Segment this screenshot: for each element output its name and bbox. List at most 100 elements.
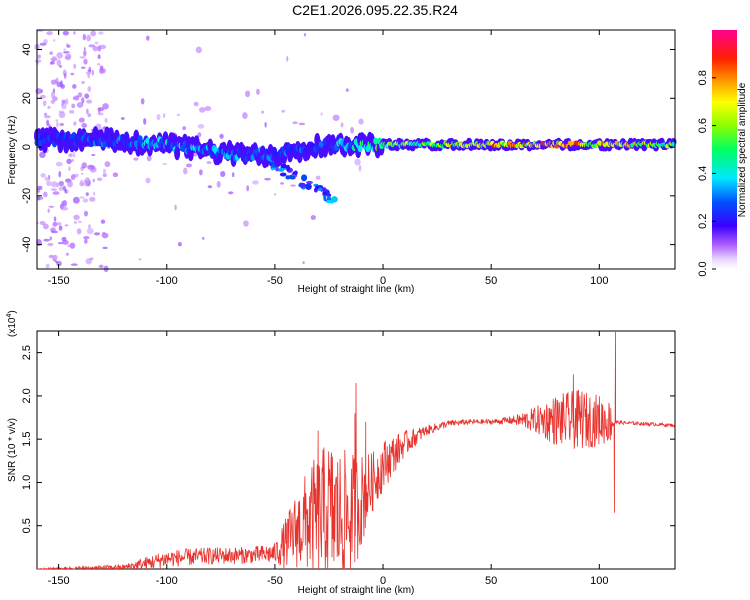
spectrogram-noise-point bbox=[52, 191, 60, 195]
spectrogram-branch-point bbox=[306, 180, 313, 185]
spectrogram-noise-point bbox=[143, 117, 147, 125]
spectrogram-noise-point bbox=[206, 161, 212, 165]
spectrogram-noise-point bbox=[81, 122, 88, 128]
spectrogram-y-tick-label: 20 bbox=[21, 92, 33, 104]
spectrogram-noise-point bbox=[140, 98, 145, 105]
spectrogram-x-tick-label: -150 bbox=[48, 275, 70, 287]
spectrogram-noise-point bbox=[72, 196, 80, 204]
spectrogram-noise-point bbox=[68, 166, 71, 172]
spectrogram-branch-point bbox=[293, 170, 298, 175]
spectrogram-noise-point bbox=[332, 114, 340, 121]
spectrogram-noise-point bbox=[97, 107, 105, 112]
spectrogram-noise-point bbox=[69, 109, 75, 114]
snr-series-line bbox=[36, 330, 675, 571]
spectrogram-noise-point bbox=[52, 96, 58, 102]
spectrogram-noise-point bbox=[63, 99, 66, 104]
spectrogram-noise-point bbox=[70, 72, 75, 76]
spectrogram-noise-point bbox=[93, 191, 96, 196]
spectrogram-branch-point bbox=[321, 187, 327, 192]
spectrogram-branch-point bbox=[301, 174, 308, 182]
spectrogram-panel: -150 -100 -50 0 50 100 -40 -20 0 20 40 Height of … bbox=[7, 29, 677, 295]
spectrogram-noise-point bbox=[40, 89, 43, 93]
spectrogram-noise-point bbox=[100, 219, 106, 224]
spectrogram-noise-point bbox=[45, 263, 50, 269]
spectrogram-noise-point bbox=[302, 261, 305, 265]
spectrogram-noise-point bbox=[67, 53, 72, 58]
spectrogram-noise-point bbox=[39, 220, 46, 226]
spectrogram-noise-point bbox=[207, 185, 213, 189]
spectrogram-noise-point bbox=[61, 239, 69, 245]
spectrogram-noise-point bbox=[310, 215, 316, 220]
spectrogram-noise-point bbox=[52, 221, 58, 227]
spectrogram-x-tick-label: -100 bbox=[156, 275, 178, 287]
spectrogram-noise-point bbox=[78, 117, 85, 123]
snr-y-tick-label: 1.5 bbox=[21, 432, 33, 447]
spectrogram-noise-point bbox=[71, 159, 75, 162]
spectrogram-noise-point bbox=[73, 220, 78, 225]
spectrogram-noise-point bbox=[286, 56, 289, 62]
svg-text:(x104): (x104) bbox=[6, 310, 18, 337]
spectrogram-noise-point bbox=[92, 178, 96, 183]
spectrogram-noise-point bbox=[81, 166, 86, 169]
spectrogram-noise-point bbox=[55, 161, 63, 167]
spectrogram-noise-point bbox=[67, 180, 73, 188]
spectrogram-branch-point bbox=[279, 172, 287, 177]
spectrogram-noise-point bbox=[52, 55, 57, 62]
spectrogram-noise-point bbox=[174, 204, 177, 211]
spectrogram-noise-point bbox=[73, 151, 76, 158]
spectrogram-noise-point bbox=[43, 112, 48, 117]
spectrogram-noise-point bbox=[50, 79, 57, 85]
spectrogram-noise-point bbox=[242, 112, 248, 119]
spectrogram-y-tick-label: -40 bbox=[21, 237, 33, 253]
spectrogram-noise-point bbox=[97, 54, 101, 60]
spectrogram-noise-point bbox=[73, 121, 77, 126]
spectrogram-noise-point bbox=[86, 227, 94, 235]
spectrogram-noise-point bbox=[87, 224, 92, 229]
spectrogram-noise-point bbox=[252, 180, 259, 185]
spectrogram-noise-point bbox=[245, 90, 251, 98]
spectrogram-noise-point bbox=[80, 172, 84, 175]
spectrogram-noise-point bbox=[145, 177, 151, 184]
spectrogram-noise-point bbox=[79, 179, 84, 187]
spectrogram-noise-point bbox=[73, 63, 77, 69]
spectrogram-noise-point bbox=[71, 103, 76, 109]
spectrogram-noise-point bbox=[280, 182, 285, 185]
spectrogram-noise-point bbox=[84, 181, 90, 187]
spectrogram-noise-point bbox=[69, 242, 76, 249]
spectrogram-noise-point bbox=[197, 124, 205, 129]
spectrogram-branch-point bbox=[285, 175, 291, 180]
spectrogram-noise-point bbox=[88, 44, 96, 48]
spectrogram-noise-point bbox=[98, 264, 104, 269]
spectrogram-noise-point bbox=[82, 33, 87, 41]
spectrogram-noise-point bbox=[94, 232, 101, 236]
spectrogram-noise-point bbox=[39, 94, 46, 99]
snr-y-tick-label: 2.5 bbox=[21, 345, 33, 360]
spectrogram-noise-point bbox=[162, 113, 166, 118]
spectrogram-noise-point bbox=[64, 224, 69, 227]
spectrogram-x-tick-label: 100 bbox=[590, 275, 608, 287]
spectrogram-noise-point bbox=[43, 223, 49, 230]
spectrogram-noise-point bbox=[90, 30, 97, 37]
spectrogram-noise-point bbox=[201, 237, 205, 240]
spectrogram-noise-point bbox=[37, 54, 41, 59]
spectrogram-noise-point bbox=[56, 81, 62, 88]
spectrogram-noise-point bbox=[56, 121, 59, 128]
spectrogram-noise-point bbox=[260, 110, 265, 114]
spectrogram-noise-point bbox=[36, 238, 42, 246]
spectrogram-noise-point bbox=[146, 154, 152, 162]
spectrogram-image bbox=[34, 29, 677, 273]
snr-frame bbox=[36, 330, 676, 570]
spectrogram-y-ticks: -40 -20 0 20 40 bbox=[21, 43, 675, 253]
spectrogram-noise-point bbox=[58, 111, 66, 119]
spectrogram-noise-point bbox=[243, 220, 249, 227]
spectrogram-noise-point bbox=[66, 158, 72, 165]
spectrogram-noise-point bbox=[86, 99, 93, 104]
spectrogram-noise-point bbox=[176, 113, 181, 117]
snr-x-tick-label: -150 bbox=[48, 575, 70, 587]
spectrogram-noise-point bbox=[86, 108, 89, 115]
spectrogram-noise-point bbox=[53, 216, 57, 222]
spectrogram-noise-point bbox=[46, 180, 52, 187]
spectrogram-noise-point bbox=[48, 205, 55, 208]
spectrogram-noise-point bbox=[99, 65, 104, 70]
spectrogram-noise-point bbox=[99, 44, 107, 50]
